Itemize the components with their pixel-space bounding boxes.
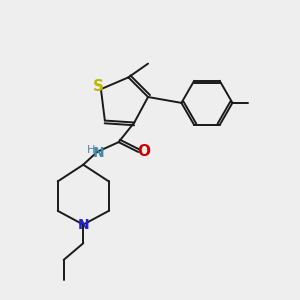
Text: N: N xyxy=(93,146,105,160)
Text: N: N xyxy=(77,218,89,232)
Text: O: O xyxy=(138,145,151,160)
Text: S: S xyxy=(92,79,104,94)
Text: H: H xyxy=(87,145,95,155)
